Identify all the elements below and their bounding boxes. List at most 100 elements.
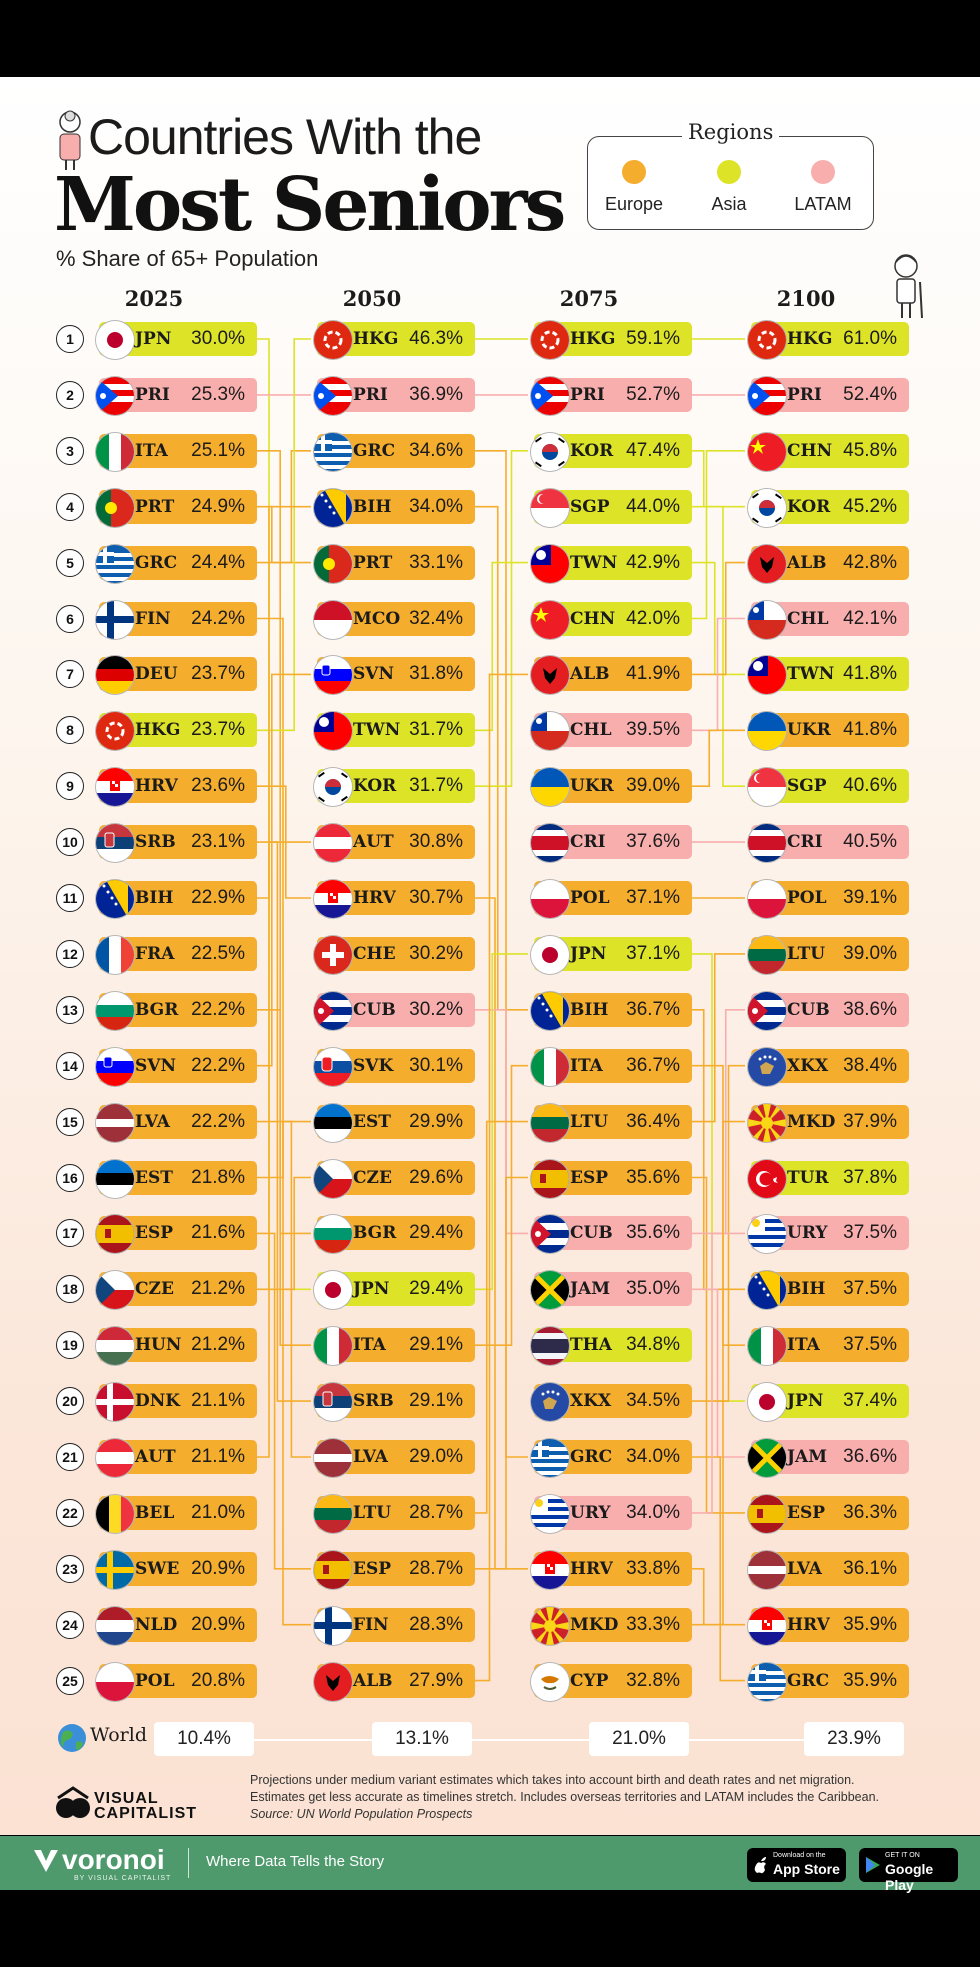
share-value: 34.5% xyxy=(626,1390,680,1412)
flag-esp-icon xyxy=(530,1158,570,1199)
link-bih-2075-2100 xyxy=(690,1009,745,1291)
google-play-badge[interactable]: GET IT ON Google Play xyxy=(859,1848,958,1893)
share-value: 30.8% xyxy=(409,831,463,853)
country-code: TUR xyxy=(787,1167,829,1188)
rank-21: 21 xyxy=(56,1443,84,1471)
country-code: CRI xyxy=(787,832,823,853)
country-code: HRV xyxy=(135,776,178,797)
flag-chl-icon xyxy=(747,599,787,640)
country-code: PRT xyxy=(353,552,393,573)
country-code: BEL xyxy=(135,1502,175,1523)
share-value: 41.8% xyxy=(843,719,897,741)
share-value: 36.4% xyxy=(626,1110,680,1132)
world-value-2075: 21.0% xyxy=(589,1722,689,1756)
world-value-2025: 10.4% xyxy=(154,1722,254,1756)
flag-kor-icon xyxy=(747,487,787,528)
source: Source: UN World Population Prospects xyxy=(250,1807,473,1821)
link-chl-2075-2100 xyxy=(690,617,745,732)
flag-chl-icon xyxy=(530,711,570,752)
share-value: 52.4% xyxy=(843,383,897,405)
country-code: FRA xyxy=(135,943,175,964)
flag-dnk-icon xyxy=(95,1382,135,1423)
share-value: 37.4% xyxy=(843,1390,897,1412)
link-svn-2025-2050 xyxy=(255,673,311,1067)
country-code: SRB xyxy=(353,1391,394,1412)
flag-ukr-icon xyxy=(747,711,787,752)
share-value: 34.0% xyxy=(626,1446,680,1467)
share-value: 39.1% xyxy=(843,887,897,908)
apple-icon xyxy=(754,1857,766,1874)
link-ukr-2075-2100 xyxy=(690,729,745,787)
year-header-2100: 2100 xyxy=(776,286,836,311)
country-code: CUB xyxy=(353,999,396,1020)
senior-woman-icon xyxy=(59,110,81,170)
country-code: LTU xyxy=(787,943,826,964)
share-value: 28.7% xyxy=(409,1501,463,1523)
share-value: 35.9% xyxy=(843,1669,897,1691)
share-value: 29.1% xyxy=(409,1334,463,1356)
visual-capitalist-logo-icon xyxy=(56,1786,90,1818)
share-value: 31.7% xyxy=(409,719,463,741)
rank-14: 14 xyxy=(56,1051,84,1080)
flag-ltu-icon xyxy=(747,934,787,975)
country-code: FIN xyxy=(135,608,171,629)
flag-jam-icon xyxy=(747,1438,787,1478)
flag-che-icon xyxy=(313,934,353,975)
share-value: 36.9% xyxy=(409,383,463,405)
flag-srb-icon xyxy=(95,823,135,864)
country-code: GRC xyxy=(787,1670,830,1691)
flag-ita-icon xyxy=(313,1326,353,1367)
flag-srb-icon xyxy=(313,1382,353,1423)
country-code: SVN xyxy=(135,1055,177,1076)
flag-jpn-icon xyxy=(95,320,135,360)
flag-tha-icon xyxy=(530,1326,570,1367)
share-value: 29.4% xyxy=(409,1278,463,1300)
country-code: CYP xyxy=(570,1670,609,1691)
country-code: ALB xyxy=(353,1670,393,1691)
share-value: 61.0% xyxy=(843,328,897,349)
link-jam-2075-2100 xyxy=(690,1288,745,1458)
share-value: 36.1% xyxy=(843,1557,897,1579)
flag-bgr-icon xyxy=(95,990,135,1031)
flag-lva-icon xyxy=(747,1549,787,1590)
flag-hkg-icon xyxy=(747,320,787,360)
flag-tur-icon xyxy=(747,1158,787,1199)
country-code: LVA xyxy=(353,1447,388,1467)
flag-jpn-icon xyxy=(747,1382,787,1423)
rank-20: 20 xyxy=(56,1387,84,1416)
flag-aut-icon xyxy=(95,1438,135,1478)
rank-18: 18 xyxy=(56,1275,84,1304)
country-code: EST xyxy=(135,1167,173,1188)
share-value: 21.2% xyxy=(191,1334,245,1356)
flag-bgr-icon xyxy=(313,1214,353,1255)
flag-hkg-icon xyxy=(95,711,135,752)
flag-deu-icon xyxy=(95,655,135,696)
rank-6: 6 xyxy=(56,604,84,633)
share-value: 38.6% xyxy=(843,998,897,1020)
share-value: 38.4% xyxy=(843,1054,897,1076)
country-code: POL xyxy=(570,888,610,908)
share-value: 34.0% xyxy=(409,495,463,517)
flag-hkg-icon xyxy=(313,320,353,360)
share-value: 29.0% xyxy=(409,1446,463,1467)
country-code: JAM xyxy=(787,1447,828,1467)
flag-chn-icon xyxy=(747,431,787,472)
country-code: CZE xyxy=(353,1167,392,1188)
country-code: ESP xyxy=(787,1502,826,1523)
world-connector xyxy=(200,1739,900,1741)
country-code: HKG xyxy=(570,329,616,349)
country-code: ITA xyxy=(135,440,168,461)
share-value: 33.1% xyxy=(409,551,463,573)
country-code: DEU xyxy=(135,664,178,685)
flag-hrv-icon xyxy=(747,1605,787,1646)
link-alb-2050-2075 xyxy=(473,673,528,1682)
country-code: ITA xyxy=(787,1335,820,1356)
share-value: 40.5% xyxy=(843,831,897,853)
app-store-badge[interactable]: Download on the App Store xyxy=(747,1848,846,1882)
share-value: 21.8% xyxy=(191,1166,245,1188)
country-code: ALB xyxy=(570,664,610,685)
flag-grc-icon xyxy=(95,543,135,584)
share-value: 37.1% xyxy=(626,942,680,964)
flag-fin-icon xyxy=(313,1605,353,1646)
country-code: MKD xyxy=(787,1111,836,1132)
